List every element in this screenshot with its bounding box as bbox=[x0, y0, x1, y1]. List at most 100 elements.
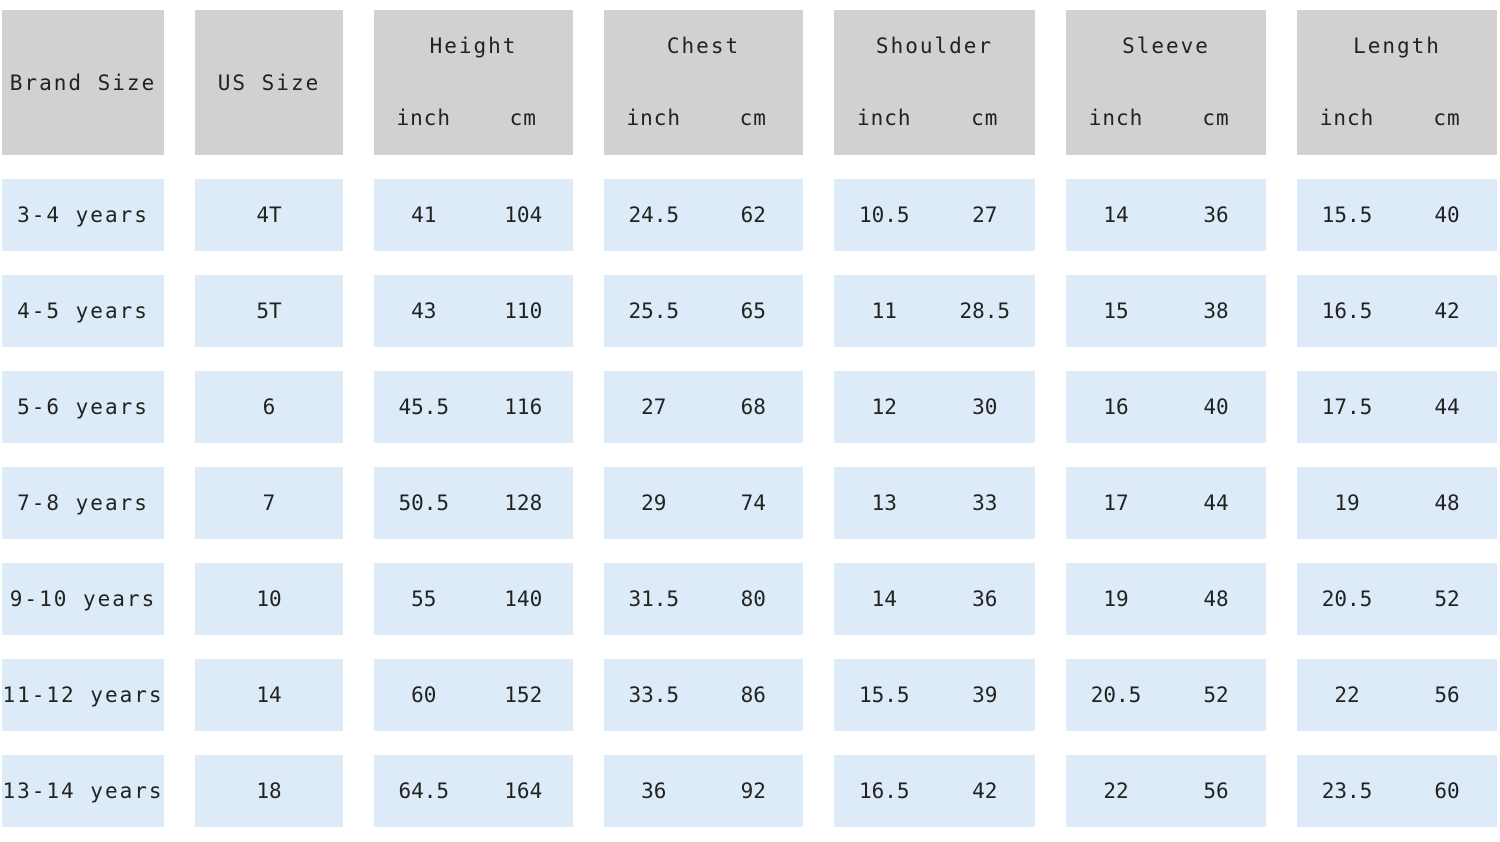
header-chest-title: Chest bbox=[666, 34, 741, 58]
cell-shoulder: 15.5 39 bbox=[834, 659, 1035, 731]
height-cm-value: 152 bbox=[504, 683, 543, 707]
chest-inch-value: 27 bbox=[641, 395, 667, 419]
height-inch-value: 45.5 bbox=[398, 395, 450, 419]
unit-cm-label: cm bbox=[1202, 106, 1230, 130]
brand-size-value: 7-8 years bbox=[17, 491, 149, 515]
shoulder-inch-value: 13 bbox=[871, 491, 897, 515]
shoulder-inch-value: 16.5 bbox=[858, 779, 910, 803]
length-inch-value: 17.5 bbox=[1321, 395, 1373, 419]
cell-brand-size: 3-4 years bbox=[2, 179, 164, 251]
unit-inch-label: inch bbox=[1088, 106, 1144, 130]
cell-sleeve: 17 44 bbox=[1066, 467, 1266, 539]
shoulder-cm-value: 28.5 bbox=[959, 299, 1011, 323]
length-cm-value: 56 bbox=[1434, 683, 1460, 707]
cell-chest: 33.5 86 bbox=[604, 659, 803, 731]
unit-inch-label: inch bbox=[626, 106, 682, 130]
cell-us-size: 5T bbox=[195, 275, 343, 347]
length-inch-value: 19 bbox=[1334, 491, 1360, 515]
cell-length: 16.5 42 bbox=[1297, 275, 1497, 347]
height-inch-value: 64.5 bbox=[398, 779, 450, 803]
length-inch-value: 15.5 bbox=[1321, 203, 1373, 227]
shoulder-cm-value: 42 bbox=[972, 779, 998, 803]
cell-chest: 31.5 80 bbox=[604, 563, 803, 635]
sleeve-cm-value: 48 bbox=[1203, 587, 1229, 611]
header-brand-size-label: Brand Size bbox=[9, 70, 157, 95]
header-height: Height inch cm bbox=[374, 10, 573, 155]
header-shoulder-title: Shoulder bbox=[875, 34, 994, 58]
length-inch-value: 20.5 bbox=[1321, 587, 1373, 611]
cell-height: 41 104 bbox=[374, 179, 573, 251]
cell-shoulder: 14 36 bbox=[834, 563, 1035, 635]
chest-inch-value: 25.5 bbox=[628, 299, 680, 323]
height-inch-value: 60 bbox=[411, 683, 437, 707]
length-cm-value: 42 bbox=[1434, 299, 1460, 323]
height-inch-value: 41 bbox=[411, 203, 437, 227]
sleeve-cm-value: 38 bbox=[1203, 299, 1229, 323]
header-length-units: inch cm bbox=[1297, 106, 1497, 130]
length-inch-value: 23.5 bbox=[1321, 779, 1373, 803]
height-inch-value: 55 bbox=[411, 587, 437, 611]
us-size-value: 18 bbox=[256, 779, 282, 803]
shoulder-inch-value: 15.5 bbox=[858, 683, 910, 707]
cell-sleeve: 16 40 bbox=[1066, 371, 1266, 443]
chest-cm-value: 74 bbox=[740, 491, 766, 515]
cell-height: 60 152 bbox=[374, 659, 573, 731]
cell-us-size: 7 bbox=[195, 467, 343, 539]
cell-brand-size: 7-8 years bbox=[2, 467, 164, 539]
cell-shoulder: 13 33 bbox=[834, 467, 1035, 539]
cell-length: 20.5 52 bbox=[1297, 563, 1497, 635]
height-cm-value: 110 bbox=[504, 299, 543, 323]
unit-cm-label: cm bbox=[509, 106, 537, 130]
sleeve-cm-value: 52 bbox=[1203, 683, 1229, 707]
sleeve-inch-value: 19 bbox=[1103, 587, 1129, 611]
cell-length: 23.5 60 bbox=[1297, 755, 1497, 827]
cell-sleeve: 20.5 52 bbox=[1066, 659, 1266, 731]
header-height-units: inch cm bbox=[374, 106, 573, 130]
cell-chest: 36 92 bbox=[604, 755, 803, 827]
chest-cm-value: 62 bbox=[740, 203, 766, 227]
cell-brand-size: 4-5 years bbox=[2, 275, 164, 347]
chest-inch-value: 24.5 bbox=[628, 203, 680, 227]
header-brand-size: Brand Size bbox=[2, 10, 164, 155]
cell-height: 55 140 bbox=[374, 563, 573, 635]
sleeve-cm-value: 36 bbox=[1203, 203, 1229, 227]
cell-sleeve: 22 56 bbox=[1066, 755, 1266, 827]
shoulder-inch-value: 10.5 bbox=[858, 203, 910, 227]
sleeve-inch-value: 15 bbox=[1103, 299, 1129, 323]
shoulder-cm-value: 36 bbox=[972, 587, 998, 611]
length-cm-value: 40 bbox=[1434, 203, 1460, 227]
cell-length: 19 48 bbox=[1297, 467, 1497, 539]
cell-chest: 25.5 65 bbox=[604, 275, 803, 347]
height-cm-value: 104 bbox=[504, 203, 543, 227]
brand-size-value: 4-5 years bbox=[17, 299, 149, 323]
cell-sleeve: 19 48 bbox=[1066, 563, 1266, 635]
cell-brand-size: 13-14 years bbox=[2, 755, 164, 827]
shoulder-inch-value: 14 bbox=[871, 587, 897, 611]
chest-cm-value: 80 bbox=[740, 587, 766, 611]
cell-us-size: 10 bbox=[195, 563, 343, 635]
cell-shoulder: 11 28.5 bbox=[834, 275, 1035, 347]
sleeve-cm-value: 40 bbox=[1203, 395, 1229, 419]
cell-height: 43 110 bbox=[374, 275, 573, 347]
chest-inch-value: 29 bbox=[641, 491, 667, 515]
header-height-title: Height bbox=[429, 34, 518, 58]
shoulder-cm-value: 39 bbox=[972, 683, 998, 707]
cell-brand-size: 9-10 years bbox=[2, 563, 164, 635]
unit-cm-label: cm bbox=[971, 106, 999, 130]
header-sleeve: Sleeve inch cm bbox=[1066, 10, 1266, 155]
unit-inch-label: inch bbox=[396, 106, 452, 130]
header-sleeve-units: inch cm bbox=[1066, 106, 1266, 130]
brand-size-value: 3-4 years bbox=[17, 203, 149, 227]
header-shoulder: Shoulder inch cm bbox=[834, 10, 1035, 155]
us-size-value: 7 bbox=[262, 491, 276, 515]
cell-length: 15.5 40 bbox=[1297, 179, 1497, 251]
shoulder-cm-value: 30 bbox=[972, 395, 998, 419]
cell-chest: 24.5 62 bbox=[604, 179, 803, 251]
shoulder-cm-value: 33 bbox=[972, 491, 998, 515]
cell-sleeve: 15 38 bbox=[1066, 275, 1266, 347]
cell-shoulder: 12 30 bbox=[834, 371, 1035, 443]
header-shoulder-units: inch cm bbox=[834, 106, 1035, 130]
sleeve-inch-value: 20.5 bbox=[1090, 683, 1142, 707]
us-size-value: 10 bbox=[256, 587, 282, 611]
cell-chest: 29 74 bbox=[604, 467, 803, 539]
